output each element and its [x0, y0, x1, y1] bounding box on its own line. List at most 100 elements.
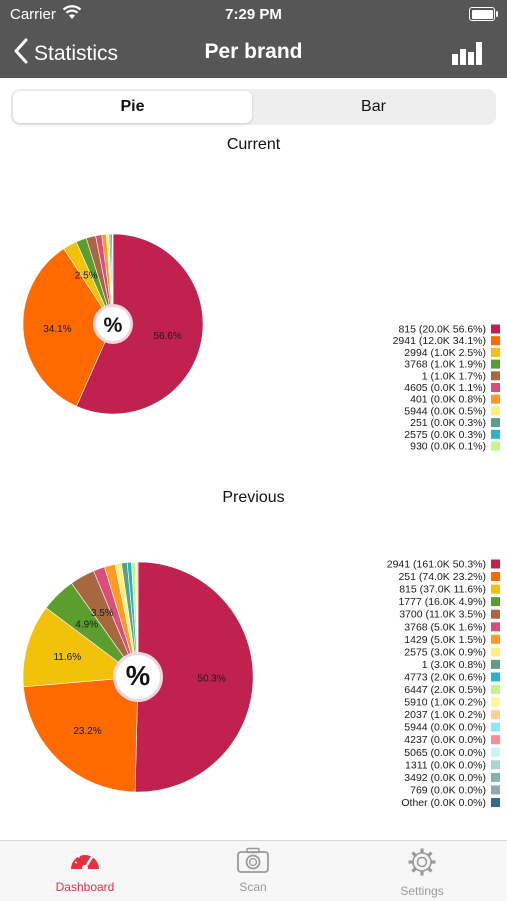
legend-entry-2575: 2575 (0.0K 0.3%) — [404, 429, 486, 441]
legend-swatch-1777 — [491, 597, 500, 607]
legend-swatch-930 — [491, 441, 500, 451]
pie-label-2941: 50.3% — [197, 673, 225, 684]
tab-bar: Dashboard Scan — [0, 840, 507, 901]
legend-swatch-1 — [491, 659, 500, 669]
legend-entry-4773: 4773 (2.0K 0.6%) — [404, 672, 486, 684]
legend-entry-815: 815 (37.0K 11.6%) — [399, 584, 486, 596]
chart-title-current: Current — [226, 136, 281, 153]
legend-swatch-769 — [491, 785, 500, 795]
legend-entry-Other: Other (0.0K 0.0%) — [401, 797, 486, 809]
battery-icon — [469, 7, 498, 21]
pie-chart-previous: 50.3% 23.2% 11.6% 4.9%3.5%% 2941 (161.0K 50.… — [22, 559, 500, 809]
legend-swatch-2994 — [491, 347, 500, 357]
status-bar: Carrier 7:29 PM — [0, 0, 507, 28]
legend-entry-5065: 5065 (0.0K 0.0%) — [404, 747, 486, 759]
pie-slice-251[interactable] — [23, 676, 139, 793]
legend-swatch-2941 — [491, 336, 500, 346]
pie-label-1777: 4.9% — [75, 620, 98, 631]
tab-settings-label: Settings — [400, 884, 444, 898]
tab-scan[interactable]: Scan — [193, 847, 313, 894]
legend-entry-2037: 2037 (1.0K 0.2%) — [404, 709, 486, 721]
legend-swatch-4605 — [491, 383, 500, 392]
legend-entry-1: 1 (3.0K 0.8%) — [422, 659, 486, 671]
legend-swatch-401 — [491, 394, 500, 404]
legend-swatch-3768 — [491, 359, 500, 369]
pie-slice-815[interactable] — [76, 233, 204, 415]
chevron-left-icon — [14, 38, 28, 69]
legend-entry-6447: 6447 (2.0K 0.5%) — [404, 684, 486, 696]
gear-icon — [405, 848, 439, 881]
chart-title-previous: Previous — [222, 489, 285, 506]
legend-swatch-4773 — [491, 672, 500, 682]
pie-slice-930[interactable] — [112, 233, 114, 325]
legend-entry-4605: 4605 (0.0K 1.1%) — [404, 382, 486, 394]
back-button-label: Statistics — [34, 41, 119, 65]
legend-entry-1777: 1777 (16.0K 4.9%) — [398, 596, 486, 608]
legend-swatch-2575 — [491, 647, 500, 657]
legend-entry-5910: 5910 (1.0K 0.2%) — [404, 697, 486, 709]
wifi-icon — [62, 4, 82, 25]
legend-entry-3768: 3768 (5.0K 1.6%) — [404, 621, 486, 633]
segment-pie[interactable]: Pie — [13, 91, 252, 123]
legend-swatch-3768 — [491, 622, 500, 632]
pie-label-2994: 2.5% — [75, 271, 98, 282]
pie-slice-2037[interactable] — [136, 561, 139, 678]
legend-entry-4237: 4237 (0.0K 0.0%) — [404, 734, 486, 746]
chart-type-button[interactable] — [451, 40, 483, 71]
legend-entry-2994: 2994 (1.0K 2.5%) — [404, 347, 486, 359]
pie-label-3700: 3.5% — [91, 608, 114, 619]
legend-swatch-3492 — [491, 772, 500, 782]
legend-swatch-6447 — [491, 685, 500, 694]
pie-center-label: % — [126, 660, 150, 691]
legend-swatch-Other — [491, 798, 500, 807]
legend-swatch-3700 — [491, 609, 500, 619]
legend-swatch-5944 — [491, 406, 500, 416]
speedometer-icon — [68, 853, 102, 877]
legend-swatch-5944 — [491, 722, 500, 732]
legend-swatch-1311 — [491, 760, 500, 770]
legend-swatch-815 — [491, 584, 500, 594]
pie-chart-current: 56.6% 34.1% 2.5%% 815 (20.0K 56.6%)2941 (12… — [22, 233, 500, 453]
legend-swatch-251 — [491, 418, 500, 428]
legend-swatch-5065 — [491, 747, 500, 757]
legend-entry-3700: 3700 (11.0K 3.5%) — [399, 609, 486, 621]
legend-entry-1: 1 (1.0K 1.7%) — [422, 370, 486, 382]
chart-mode-segmented-control: Pie Bar — [11, 89, 496, 125]
pie-label-251: 23.2% — [73, 726, 101, 737]
pie-label-815: 11.6% — [53, 652, 81, 663]
pie-center-label: % — [104, 313, 123, 337]
back-button[interactable]: Statistics — [14, 38, 118, 69]
pie-slice-815[interactable] — [22, 607, 139, 688]
legend-swatch-815 — [491, 324, 500, 334]
tab-scan-label: Scan — [239, 880, 267, 894]
legend-entry-2941: 2941 (12.0K 34.1%) — [393, 335, 486, 347]
pie-slice-2941[interactable] — [22, 248, 114, 407]
legend-swatch-5910 — [491, 697, 500, 707]
legend-entry-401: 401 (0.0K 0.8%) — [410, 394, 486, 406]
segment-bar[interactable]: Bar — [361, 98, 386, 115]
legend-swatch-251 — [491, 572, 500, 581]
tab-settings[interactable]: Settings — [362, 847, 482, 898]
legend-entry-3768: 3768 (1.0K 1.9%) — [404, 359, 486, 371]
legend-entry-815: 815 (20.0K 56.6%) — [398, 324, 486, 336]
legend-swatch-2941 — [491, 559, 500, 569]
legend-entry-251: 251 (74.0K 23.2%) — [398, 571, 486, 583]
pie-charts-canvas: 56.6% 34.1% 2.5%% 815 (20.0K 56.6%)2941 (12… — [22, 233, 500, 809]
legend-entry-930: 930 (0.0K 0.1%) — [410, 441, 486, 453]
legend-entry-2575: 2575 (3.0K 0.9%) — [404, 646, 486, 658]
tab-dashboard-label: Dashboard — [55, 880, 115, 894]
pie-label-2941: 34.1% — [43, 324, 71, 335]
legend-entry-5944: 5944 (0.0K 0.5%) — [404, 405, 486, 417]
legend-entry-5944: 5944 (0.0K 0.0%) — [404, 722, 486, 734]
pie-center-hole — [96, 307, 130, 341]
pie-label-815: 56.6% — [153, 331, 181, 342]
legend-entry-2941: 2941 (161.0K 50.3%) — [387, 559, 486, 571]
legend-entry-251: 251 (0.0K 0.3%) — [410, 417, 486, 429]
legend-entry-769: 769 (0.0K 0.0%) — [410, 784, 486, 796]
tab-dashboard[interactable]: Dashboard — [25, 847, 145, 894]
legend-swatch-1 — [491, 371, 500, 381]
pie-slice-2941[interactable] — [134, 561, 254, 793]
bar-chart-icon — [451, 42, 483, 70]
clock-label: 7:29 PM — [225, 6, 282, 23]
legend-swatch-2575 — [491, 429, 500, 439]
